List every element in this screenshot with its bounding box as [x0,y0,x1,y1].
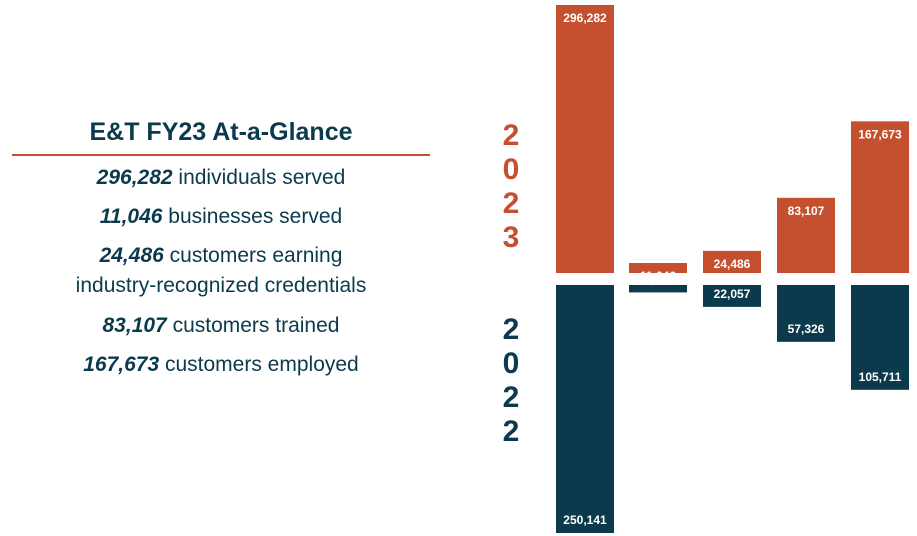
year-digit: 2 [502,381,520,414]
stat-text: customers trained [166,314,340,337]
stat-customers-trained: 83,107 customers trained [12,311,430,341]
stat-text: customers earning [163,244,343,267]
stat-businesses-served: 11,046 businesses served [12,202,430,232]
bar-2022-2 [703,285,761,307]
stat-value: 83,107 [102,314,167,337]
stat-value: 296,282 [96,166,173,189]
bar-label-2022-4: 105,711 [859,370,902,384]
year-label-2022: 2 0 2 2 [496,313,526,449]
stat-value: 11,046 [99,205,163,228]
year-digit: 2 [502,415,520,448]
year-digit: 2 [502,313,520,346]
bar-label-2023-4: 167,673 [858,127,902,141]
stat-credentials: 24,486 customers earning industry-recogn… [12,241,430,301]
bar-label-2023-0: 296,282 [563,11,607,25]
bar-2022-1 [629,285,687,293]
bar-label-2023-3: 83,107 [788,204,825,218]
stat-individuals-served: 296,282 individuals served [12,163,430,193]
year-digit: 0 [502,347,520,380]
stat-value: 24,486 [99,244,164,267]
bar-label-2022-2: 22,057 [714,287,751,301]
stat-value: 167,673 [83,353,160,376]
bar-2023-1 [629,263,687,273]
stat-text: businesses served [162,205,343,228]
stat-text-line2: industry-recognized credentials [75,274,367,297]
bar-label-2023-2: 24,486 [714,257,751,271]
bar-2023-4 [851,121,909,273]
bar-2023-2 [703,250,761,273]
year-label-2023: 2 0 2 3 [496,119,526,255]
year-digit: 2 [502,119,520,152]
bar-2023-0 [556,5,614,273]
year-digit: 0 [502,153,520,186]
bar-2022-4 [851,285,909,390]
stat-text: individuals served [172,166,346,189]
bar-2022-0 [556,285,614,533]
year-digit: 2 [502,187,520,220]
page-title: E&T FY23 At-a-Glance [89,118,353,146]
stat-text: customers employed [159,353,359,376]
title-divider [12,154,430,156]
bar-label-2022-1: 7,475 [643,272,673,286]
bar-label-2022-3: 57,326 [788,322,825,336]
bar-label-2022-0: 250,141 [563,513,607,527]
bar-2022-3 [777,285,835,342]
stat-customers-employed: 167,673 customers employed [12,350,430,380]
bar-2023-3 [777,197,835,273]
year-digit: 3 [502,221,520,254]
bar-label-2023-1: 11,046 [640,269,676,283]
